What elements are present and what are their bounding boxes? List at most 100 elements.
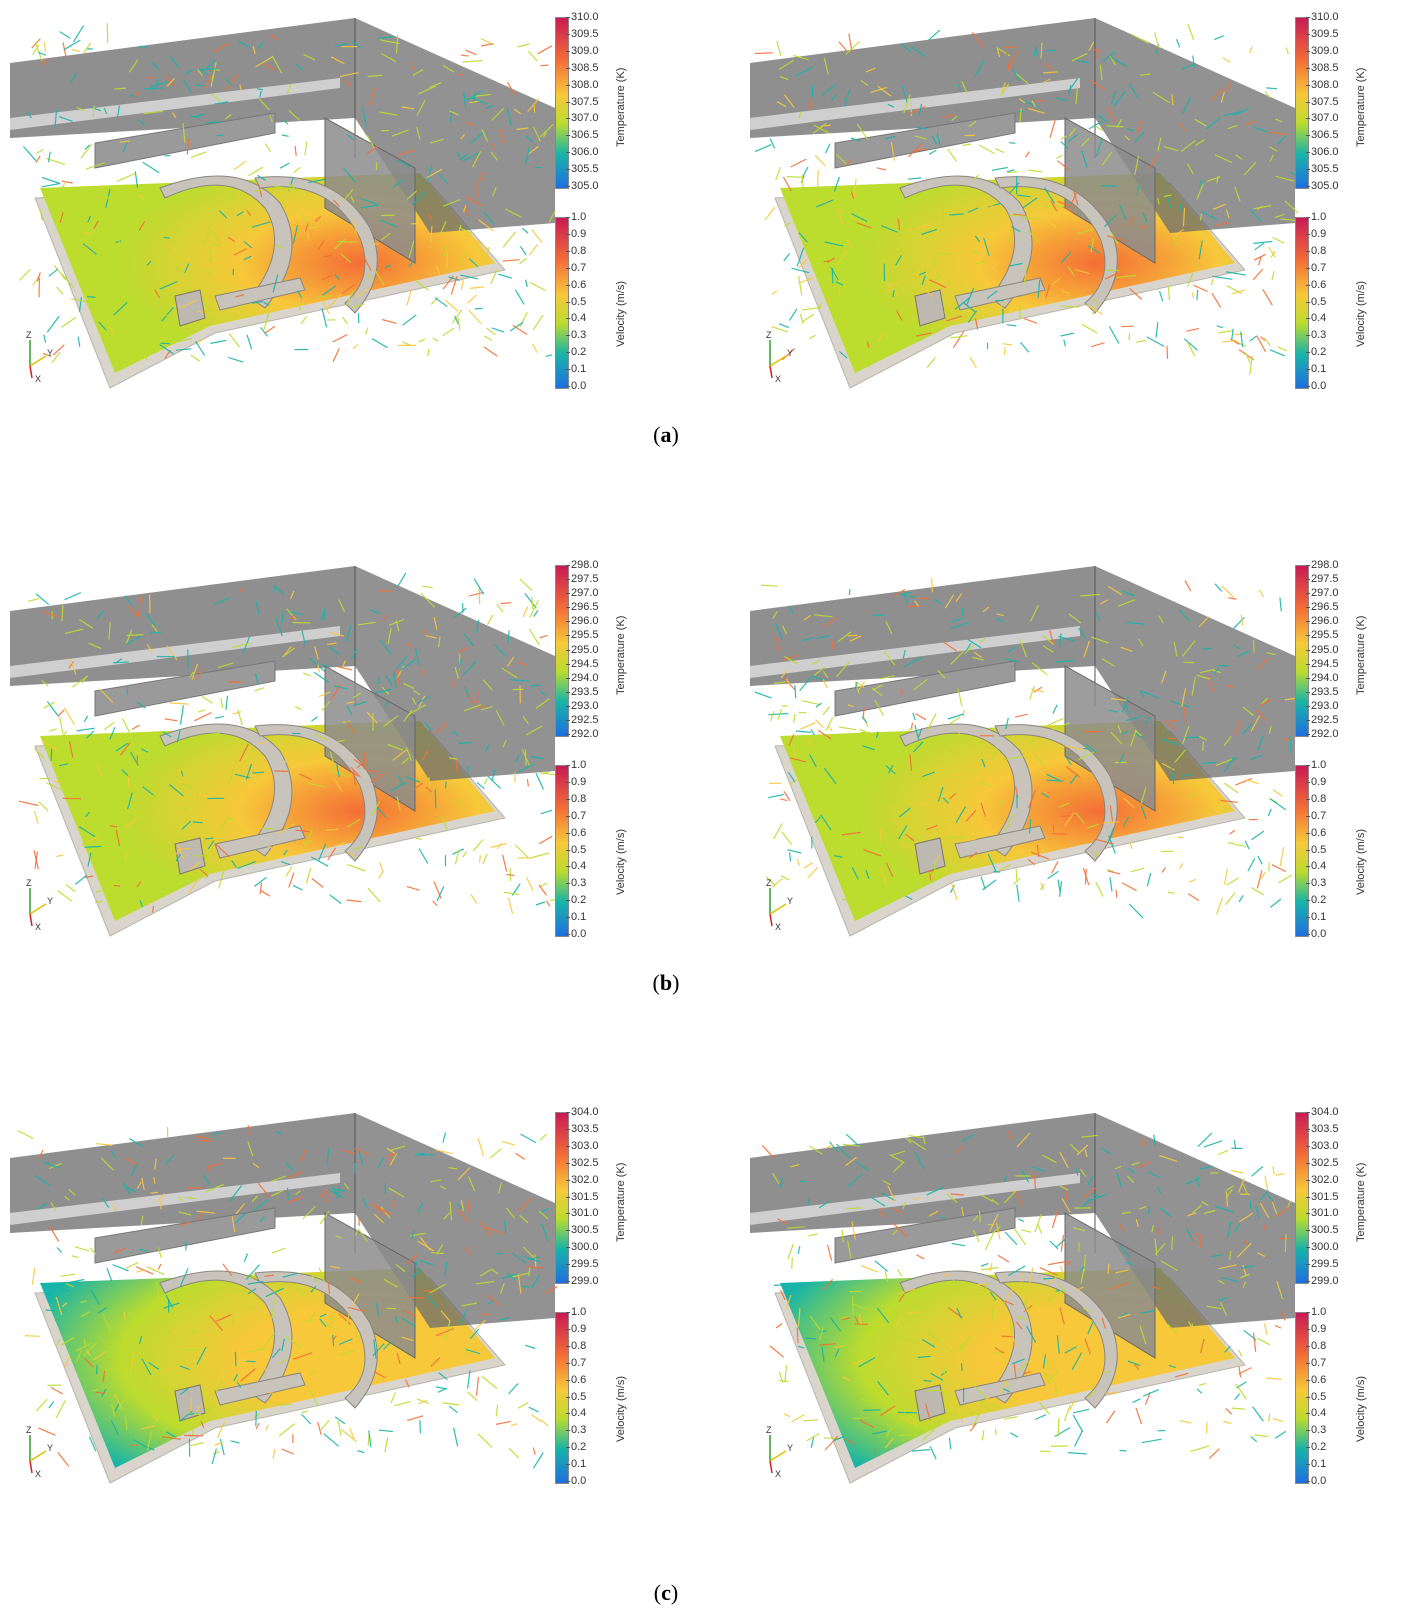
front-desk	[214, 1372, 306, 1406]
velocity-colorbar-gradient	[1295, 765, 1309, 937]
temperature-colorbar-title: Temperature (K)	[615, 67, 627, 147]
temperature-tick-label: 306.5	[566, 129, 599, 142]
caption-close-paren: )	[672, 970, 680, 995]
caption-letter: b	[659, 970, 673, 995]
velocity-tick-label: 1.0	[565, 759, 587, 771]
axis-y-label: Y	[787, 348, 793, 358]
temperature-tick-label: 298.0	[566, 559, 599, 571]
temperature-tick-label: 293.5	[566, 685, 599, 698]
temperature-colorbar: 298.0 297.5 297.0 296.5 296.0 295.5 295.0 294.5…	[555, 560, 627, 740]
curved-desk-1	[899, 175, 1033, 309]
back-wall-shelf	[750, 626, 1080, 678]
temperature-tick-label: 307.0	[566, 112, 599, 125]
velocity-colorbar-title: Velocity (m/s)	[615, 828, 627, 895]
temperature-colorbar: 310.0 309.5 309.0 308.5 308.0 307.5 307.0 306.5…	[555, 12, 627, 192]
curved-desk-2	[994, 176, 1118, 314]
caption-close-paren: )	[671, 422, 679, 447]
velocity-tick-label: 1.0	[1305, 1306, 1327, 1318]
temperature-tick-label: 300.0	[1306, 1241, 1339, 1254]
velocity-arrows	[754, 577, 1303, 919]
temperature-tick-label: 302.5	[566, 1156, 599, 1169]
velocity-tick-label: 0.5	[1305, 1390, 1327, 1403]
divider-wall	[324, 665, 416, 812]
axis-z-label: Z	[26, 330, 32, 340]
temperature-tick-label: 301.0	[566, 1207, 599, 1220]
axis-x-label: X	[35, 374, 41, 384]
velocity-tick-label: 0.2	[1305, 346, 1327, 359]
temperature-tick-label: 302.5	[1306, 1156, 1339, 1169]
axes-triad: Z Y X	[26, 878, 53, 932]
velocity-tick-label: 0.1	[1305, 1458, 1327, 1471]
axis-x-label: X	[35, 1469, 41, 1479]
temperature-tick-label: 301.5	[566, 1190, 599, 1203]
temperature-tick-label: 296.0	[1306, 615, 1339, 628]
velocity-tick-label: 0.6	[1305, 1373, 1327, 1386]
simulation-panel: Z Y X	[0, 1103, 620, 1523]
curved-desk-1	[899, 723, 1033, 857]
temperature-tick-label: 300.5	[1306, 1224, 1339, 1237]
temperature-colorbar-gradient	[1295, 17, 1309, 189]
axis-x-label: X	[775, 374, 781, 384]
simulation-panel: Z Y X	[740, 8, 1360, 428]
velocity-tick-label: 0.9	[565, 775, 587, 788]
temperature-tick-label: 309.0	[566, 44, 599, 57]
temperature-tick-label: 294.0	[566, 671, 599, 684]
divider-wall	[1064, 117, 1156, 264]
temperature-tick-label: 305.5	[566, 163, 599, 176]
velocity-tick-label: 0.9	[565, 227, 587, 240]
velocity-tick-label: 1.0	[1305, 759, 1327, 771]
temperature-tick-label: 308.5	[566, 61, 599, 74]
temperature-tick-label: 297.5	[566, 573, 599, 586]
front-desk	[214, 825, 306, 859]
velocity-tick-label: 0.2	[565, 894, 587, 907]
axis-y-label: Y	[47, 1443, 53, 1453]
temperature-tick-label: 306.5	[1306, 129, 1339, 142]
front-desk	[954, 277, 1046, 311]
temperature-tick-label: 292.5	[1306, 713, 1339, 726]
temperature-tick-label: 299.0	[1306, 1275, 1339, 1287]
axes-triad: Z Y X	[766, 878, 793, 932]
temperature-tick-label: 309.5	[566, 27, 599, 40]
temperature-tick-label: 308.0	[1306, 78, 1339, 91]
divider-wall	[1064, 1212, 1156, 1359]
axis-z-label: Z	[766, 330, 772, 340]
temperature-tick-label: 293.0	[1306, 699, 1339, 712]
axis-x-label: X	[35, 922, 41, 932]
velocity-tick-label: 0.1	[565, 911, 587, 924]
temperature-tick-label: 304.0	[1306, 1106, 1339, 1118]
velocity-colorbar: 1.0 0.9 0.8 0.7 0.6 0.5 0.4 0.3 0.2 0.1 0.0 Velocit…	[1295, 1307, 1367, 1487]
temperature-tick-label: 295.5	[566, 629, 599, 642]
velocity-tick-label: 0.3	[565, 1424, 587, 1437]
temperature-tick-label: 309.0	[1306, 44, 1339, 57]
curved-desk-2	[994, 724, 1118, 862]
temperature-tick-label: 297.0	[566, 587, 599, 600]
cabinet-box	[174, 1384, 206, 1422]
temperature-colorbar: 304.0 303.5 303.0 302.5 302.0 301.5 301.0 300.5…	[1295, 1107, 1367, 1287]
velocity-colorbar: 1.0 0.9 0.8 0.7 0.6 0.5 0.4 0.3 0.2 0.1 0.0 Velocit…	[555, 760, 627, 940]
velocity-colorbar: 1.0 0.9 0.8 0.7 0.6 0.5 0.4 0.3 0.2 0.1 0.0 Velocit…	[555, 1307, 627, 1487]
axis-y-label: Y	[47, 896, 53, 906]
velocity-tick-label: 0.3	[1305, 877, 1327, 890]
velocity-tick-label: 0.7	[1305, 809, 1327, 822]
axes-triad: Z Y X	[26, 1425, 53, 1479]
velocity-tick-label: 0.6	[565, 1373, 587, 1386]
subfigure-caption: (a)	[616, 422, 716, 448]
divider-wall	[324, 1212, 416, 1359]
caption-letter: c	[661, 1580, 671, 1605]
temperature-tick-label: 304.0	[566, 1106, 599, 1118]
velocity-colorbar-gradient	[555, 1312, 569, 1484]
velocity-tick-label: 0.6	[1305, 826, 1327, 839]
temperature-tick-label: 303.0	[566, 1139, 599, 1152]
velocity-colorbar-gradient	[1295, 217, 1309, 389]
velocity-tick-label: 0.9	[565, 1322, 587, 1335]
temperature-tick-label: 299.0	[566, 1275, 599, 1287]
velocity-tick-label: 0.8	[1305, 792, 1327, 805]
temperature-tick-label: 293.0	[566, 699, 599, 712]
temperature-tick-label: 307.0	[1306, 112, 1339, 125]
temperature-tick-label: 301.5	[1306, 1190, 1339, 1203]
front-desk	[954, 825, 1046, 859]
temperature-tick-label: 305.5	[1306, 163, 1339, 176]
temperature-colorbar-title: Temperature (K)	[615, 615, 627, 695]
temperature-tick-label: 307.5	[1306, 95, 1339, 108]
temperature-tick-label: 298.0	[1306, 559, 1339, 571]
